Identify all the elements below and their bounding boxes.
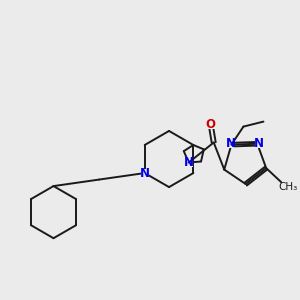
FancyBboxPatch shape [141,169,149,177]
Text: N: N [225,137,236,150]
FancyBboxPatch shape [206,120,215,129]
FancyBboxPatch shape [255,140,263,148]
FancyBboxPatch shape [226,140,234,148]
Text: N: N [140,167,150,180]
FancyBboxPatch shape [184,159,193,167]
Text: N: N [184,156,194,169]
Text: N: N [254,137,264,150]
Text: CH₃: CH₃ [279,182,298,192]
Text: O: O [206,118,216,131]
